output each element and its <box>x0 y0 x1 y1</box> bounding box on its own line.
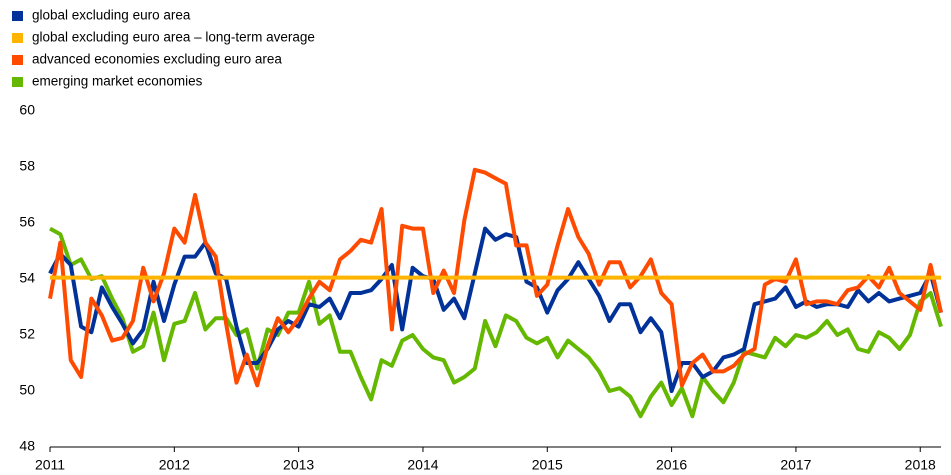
y-tick-label: 56 <box>19 214 35 230</box>
series-line <box>48 167 943 388</box>
x-tick-label: 2013 <box>283 457 314 473</box>
series-line <box>48 226 943 393</box>
y-tick-label: 58 <box>19 158 35 174</box>
legend-swatch <box>12 77 23 87</box>
legend-swatch <box>12 55 23 65</box>
legend-swatch <box>12 33 23 43</box>
legend-swatch <box>12 11 23 21</box>
y-tick-label: 50 <box>19 382 35 398</box>
legend-label: global excluding euro area <box>32 8 191 23</box>
x-tick-label: 2014 <box>407 457 438 473</box>
legend-label: global excluding euro area – long-term a… <box>32 30 315 45</box>
x-tick-label: 2016 <box>656 457 687 473</box>
y-tick-label: 60 <box>19 102 35 118</box>
x-tick-label: 2018 <box>905 457 936 473</box>
x-tick-label: 2015 <box>532 457 563 473</box>
y-tick-label: 52 <box>19 326 35 342</box>
y-tick-label: 48 <box>19 438 35 454</box>
series-line <box>49 226 943 419</box>
x-tick-label: 2011 <box>35 457 65 473</box>
legend-label: advanced economies excluding euro area <box>32 52 282 67</box>
x-tick-label: 2012 <box>159 457 190 473</box>
legend-label: emerging market economies <box>32 74 203 89</box>
y-tick-label: 54 <box>19 270 35 286</box>
x-tick-label: 2017 <box>780 457 811 473</box>
